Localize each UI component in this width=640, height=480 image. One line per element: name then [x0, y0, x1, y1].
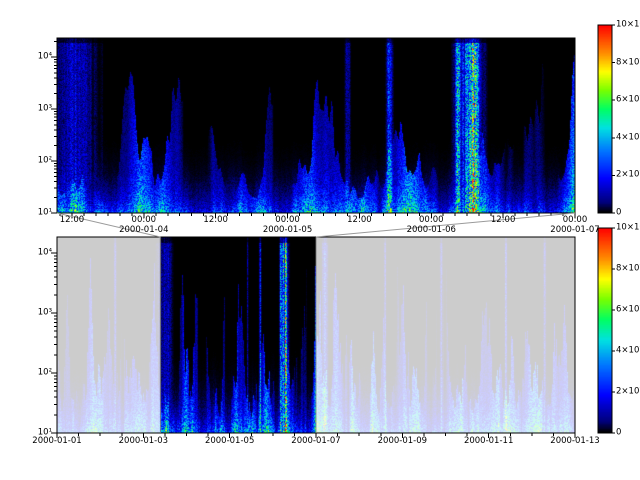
- context-spectrogram-canvas[interactable]: [57, 237, 575, 433]
- x-tick-label: 00:00: [131, 215, 157, 225]
- x-date-label: 2000-01-06: [406, 225, 456, 235]
- x-tick-label: 2000-01-05: [204, 436, 255, 446]
- colorbar-tick-label: 10×10⁷: [616, 222, 640, 233]
- x-tick-label: 12:00: [59, 215, 85, 225]
- y-tick-label: 10⁴: [37, 247, 52, 258]
- x-tick-label: 12:00: [203, 215, 228, 225]
- detail-colorbar: [598, 25, 612, 213]
- detail-spectrogram-canvas[interactable]: [57, 38, 575, 213]
- zoom-connector-right: [315, 212, 576, 238]
- y-tick-label: 10³: [37, 103, 52, 114]
- y-tick-label: 10²: [37, 367, 52, 378]
- colorbar-tick-label: 6×10⁷: [616, 304, 640, 315]
- colorbar-tick-label: 4×10⁷: [616, 345, 640, 356]
- y-tick-label: 10²: [37, 155, 52, 166]
- y-tick-label: 10¹: [37, 207, 52, 218]
- x-tick-label: 2000-01-11: [463, 436, 514, 446]
- x-date-label: 2000-01-05: [262, 225, 313, 235]
- x-tick-label: 2000-01-13: [550, 436, 600, 446]
- x-date-label: 2000-01-04: [119, 225, 169, 235]
- x-tick-label: 2000-01-03: [118, 436, 169, 446]
- colorbar-tick-label: 8×10⁷: [616, 263, 640, 274]
- context-colorbar: [598, 228, 612, 433]
- x-tick-label: 12:00: [490, 215, 516, 225]
- colorbar-tick-label: 6×10⁷: [616, 94, 640, 105]
- x-tick-label: 00:00: [562, 215, 588, 225]
- colorbar-tick-label: 0: [616, 207, 622, 218]
- x-tick-label: 2000-01-07: [291, 436, 341, 446]
- x-tick-label: 2000-01-01: [32, 436, 82, 446]
- x-date-label: 2000-01-07: [550, 225, 600, 235]
- colorbar-tick-label: 8×10⁷: [616, 56, 640, 67]
- x-tick-label: 2000-01-09: [377, 436, 428, 446]
- y-tick-label: 10¹: [37, 427, 52, 438]
- colorbar-tick-label: 0: [616, 427, 622, 438]
- x-tick-label: 00:00: [275, 215, 300, 225]
- y-tick-label: 10⁴: [37, 51, 52, 62]
- y-tick-label: 10³: [37, 307, 52, 318]
- colorbar-tick-label: 4×10⁷: [616, 132, 640, 143]
- colorbar-tick-label: 2×10⁷: [616, 169, 640, 180]
- colorbar-tick-label: 10×10⁷: [616, 19, 640, 30]
- zoom-connector-left: [56, 212, 161, 238]
- x-tick-label: 12:00: [347, 215, 372, 225]
- x-tick-label: 00:00: [419, 215, 444, 225]
- colorbar-tick-label: 2×10⁷: [616, 386, 640, 397]
